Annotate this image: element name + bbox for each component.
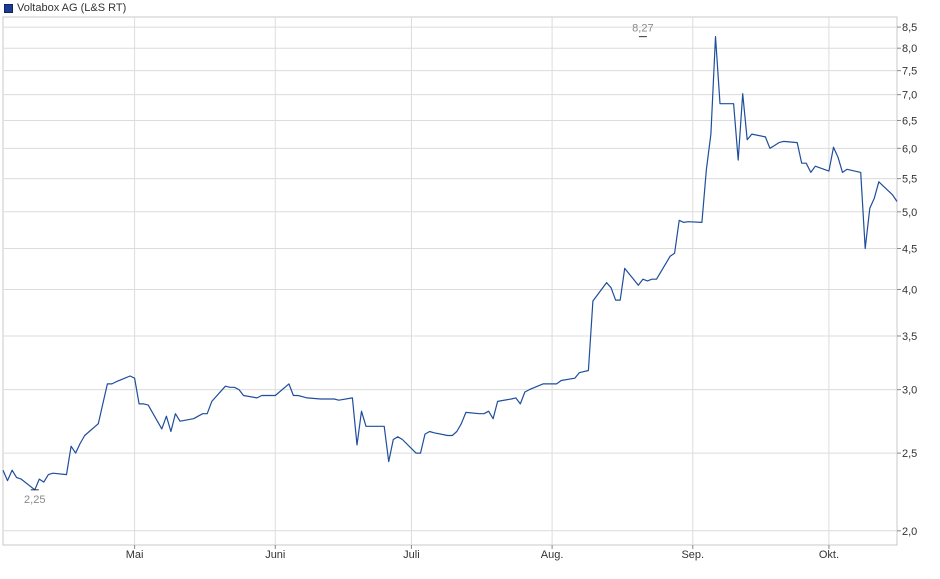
x-tick-label: Juli — [403, 549, 420, 561]
min-annotation: 2,25 — [24, 489, 45, 506]
x-tick-label: Aug. — [541, 549, 564, 561]
x-tick-label: Mai — [126, 549, 144, 561]
max-annotation: 8,27 — [632, 23, 654, 38]
y-tick-label: 2,0 — [902, 526, 917, 538]
y-tick-label: 3,5 — [902, 331, 917, 343]
y-tick-label: 6,5 — [902, 115, 917, 127]
plot-area — [2, 16, 898, 546]
legend-label: Voltabox AG (L&S RT) — [17, 2, 127, 14]
price-line — [2, 35, 898, 491]
y-tick-label: 7,5 — [902, 66, 917, 78]
y-tick-label: 4,5 — [902, 243, 917, 255]
annotation-label: 2,25 — [24, 494, 45, 506]
y-tick-label: 5,5 — [902, 174, 917, 186]
y-tick-label: 8,5 — [902, 22, 917, 34]
x-tick-label: Okt. — [819, 549, 839, 561]
y-tick-label: 6,0 — [902, 143, 917, 155]
legend-swatch-icon — [4, 3, 13, 13]
x-tick-label: Juni — [265, 549, 285, 561]
y-tick-label: 8,0 — [902, 43, 917, 55]
x-tick-label: Sep. — [681, 549, 704, 561]
annotation-label: 8,27 — [632, 23, 653, 35]
chart-legend: Voltabox AG (L&S RT) — [4, 1, 126, 15]
y-tick-label: 5,0 — [902, 207, 917, 219]
y-tick-label: 4,0 — [902, 284, 917, 296]
y-tick-label: 7,0 — [902, 90, 917, 102]
y-tick-label: 3,0 — [902, 385, 917, 397]
y-tick-label: 2,5 — [902, 448, 917, 460]
